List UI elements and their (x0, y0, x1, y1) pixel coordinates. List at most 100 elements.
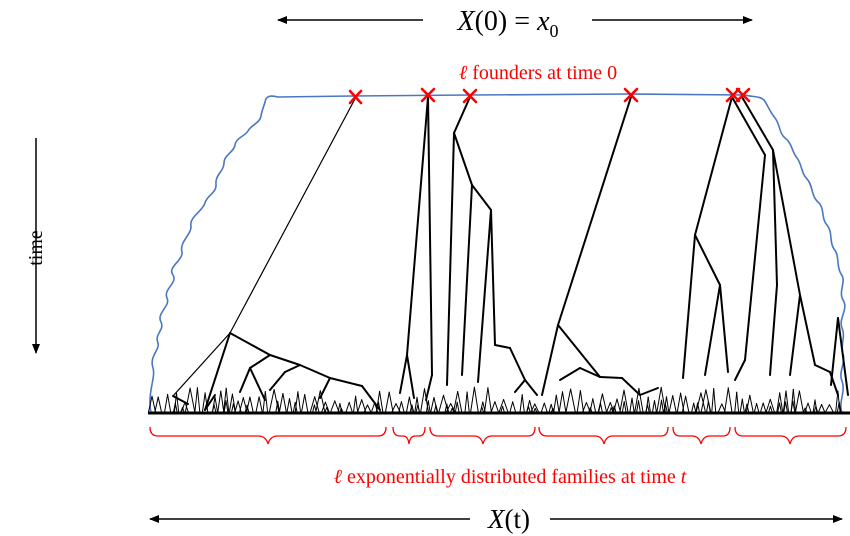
bush-branch (666, 396, 670, 414)
bush-branch (490, 401, 496, 414)
bush-branch (204, 392, 209, 414)
bush-branch (452, 391, 459, 414)
bush-branch (414, 396, 418, 414)
bush-branch (352, 395, 357, 414)
bush-branch (445, 403, 452, 414)
bush-branch (157, 396, 163, 414)
bush-branch (792, 400, 796, 414)
bush-branch (697, 402, 701, 414)
bush-branch (521, 394, 525, 414)
bush-branch (457, 391, 463, 414)
bush-branch (835, 390, 839, 414)
bush-branch (273, 389, 280, 414)
bush-branch (777, 402, 780, 414)
bush-branch (374, 402, 379, 414)
founder-marker (735, 87, 751, 103)
bush-branch (598, 402, 601, 414)
bush-branch (762, 402, 767, 414)
bottom-lineage-bushes (147, 386, 842, 414)
bush-branch (220, 390, 225, 414)
bush-branch (395, 403, 402, 414)
bush-branch (836, 401, 840, 414)
bush-branch (180, 401, 186, 414)
bush-branch (176, 392, 180, 414)
bush-branch (225, 400, 229, 414)
bush-branch (487, 387, 492, 414)
bush-branch (745, 394, 751, 414)
bush-branch (509, 401, 514, 414)
bush-branch (555, 394, 560, 414)
bush-branch (379, 390, 384, 414)
founder-marker (348, 89, 363, 105)
bush-branch (234, 400, 239, 414)
bush-branch (681, 395, 687, 414)
bush-branch (268, 389, 275, 414)
bush-branch (534, 403, 540, 414)
bush-branch (727, 387, 733, 414)
bush-branch (194, 387, 198, 414)
bush-branch (262, 391, 266, 414)
bush-branch (356, 399, 363, 414)
founder-marker (462, 88, 478, 104)
genealogy-trees (172, 96, 849, 411)
bush-branch (711, 388, 715, 414)
bush-branch (223, 387, 227, 414)
bush-branch (297, 391, 302, 414)
bush-branch (189, 387, 196, 414)
bush-branch (329, 400, 336, 414)
family-braces (149, 426, 847, 445)
bush-branch (621, 401, 625, 414)
bush-branch (540, 402, 545, 414)
bush-branch (717, 403, 723, 414)
bush-branch (424, 388, 430, 414)
bush-branch (245, 396, 251, 414)
bush-branch (400, 401, 405, 414)
founders-label: ℓ founders at time 0 (459, 62, 617, 84)
bush-branch (647, 396, 651, 414)
bush-branch (420, 388, 425, 414)
bush-branch (228, 393, 233, 414)
bush-branch (739, 398, 743, 414)
bush-branch (700, 389, 707, 414)
bush-branch (408, 396, 413, 414)
bush-branch (553, 394, 557, 414)
bush-branch (736, 391, 740, 414)
bush-branch (292, 401, 296, 414)
bush-branch (741, 398, 745, 414)
bush-branch (707, 400, 711, 414)
bush-branch (794, 390, 800, 414)
bush-branch (612, 398, 618, 414)
bush-branch (470, 386, 475, 414)
bush-branch (172, 402, 176, 414)
bush-branch (668, 395, 674, 414)
bush-branch (636, 400, 639, 414)
bush-branch (430, 397, 435, 414)
bush-branch (812, 399, 816, 414)
bush-branch (294, 401, 298, 414)
bush-branch (249, 396, 254, 414)
bush-branch (634, 387, 640, 414)
bush-branch (264, 391, 269, 414)
bush-branch (776, 392, 781, 414)
bush-branch (405, 396, 410, 414)
bush-branch (361, 399, 367, 414)
bush-branch (785, 390, 790, 414)
bush-branch (225, 387, 230, 414)
bush-branch (592, 398, 597, 414)
bush-branch (223, 400, 227, 414)
bush-branch (315, 390, 321, 414)
bush-branch (724, 387, 729, 414)
bush-branch (600, 402, 603, 414)
bush-branch (348, 401, 354, 414)
bush-branch (388, 391, 394, 414)
family-brace (392, 426, 426, 445)
bush-branch (355, 395, 359, 414)
bush-branch (300, 394, 306, 414)
bush-branch (695, 392, 702, 414)
bush-branch (163, 393, 169, 414)
family-brace (429, 426, 536, 445)
bush-branch (167, 393, 172, 414)
bush-branch (282, 393, 287, 414)
bush-branch (289, 398, 293, 414)
bush-branch (749, 394, 754, 414)
